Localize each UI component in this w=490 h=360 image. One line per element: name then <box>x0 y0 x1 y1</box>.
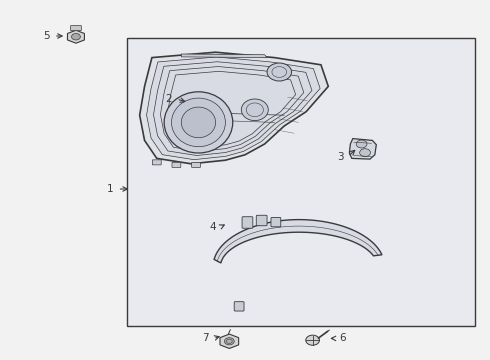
Polygon shape <box>147 57 320 159</box>
Circle shape <box>360 149 370 157</box>
FancyBboxPatch shape <box>152 160 161 165</box>
Polygon shape <box>349 139 376 159</box>
FancyBboxPatch shape <box>234 302 244 311</box>
Polygon shape <box>140 52 328 164</box>
Circle shape <box>356 140 367 148</box>
Circle shape <box>267 63 292 81</box>
Text: 7: 7 <box>202 333 209 343</box>
Polygon shape <box>68 30 84 43</box>
FancyBboxPatch shape <box>271 217 281 227</box>
Text: 4: 4 <box>210 222 217 232</box>
Ellipse shape <box>242 99 269 121</box>
FancyBboxPatch shape <box>192 162 200 167</box>
Circle shape <box>224 338 234 345</box>
Polygon shape <box>214 220 382 263</box>
Ellipse shape <box>181 107 216 138</box>
Bar <box>127 38 475 326</box>
FancyBboxPatch shape <box>256 215 267 226</box>
FancyBboxPatch shape <box>242 217 253 228</box>
Polygon shape <box>220 334 239 348</box>
Text: 3: 3 <box>337 152 344 162</box>
Text: 6: 6 <box>340 333 346 343</box>
Ellipse shape <box>172 98 225 147</box>
Text: 2: 2 <box>166 94 172 104</box>
FancyBboxPatch shape <box>172 162 181 167</box>
Text: 1: 1 <box>107 184 114 194</box>
Polygon shape <box>181 54 267 58</box>
Text: 5: 5 <box>43 31 50 41</box>
FancyBboxPatch shape <box>71 26 81 31</box>
Ellipse shape <box>164 92 233 153</box>
Circle shape <box>72 33 80 40</box>
Circle shape <box>306 335 319 345</box>
